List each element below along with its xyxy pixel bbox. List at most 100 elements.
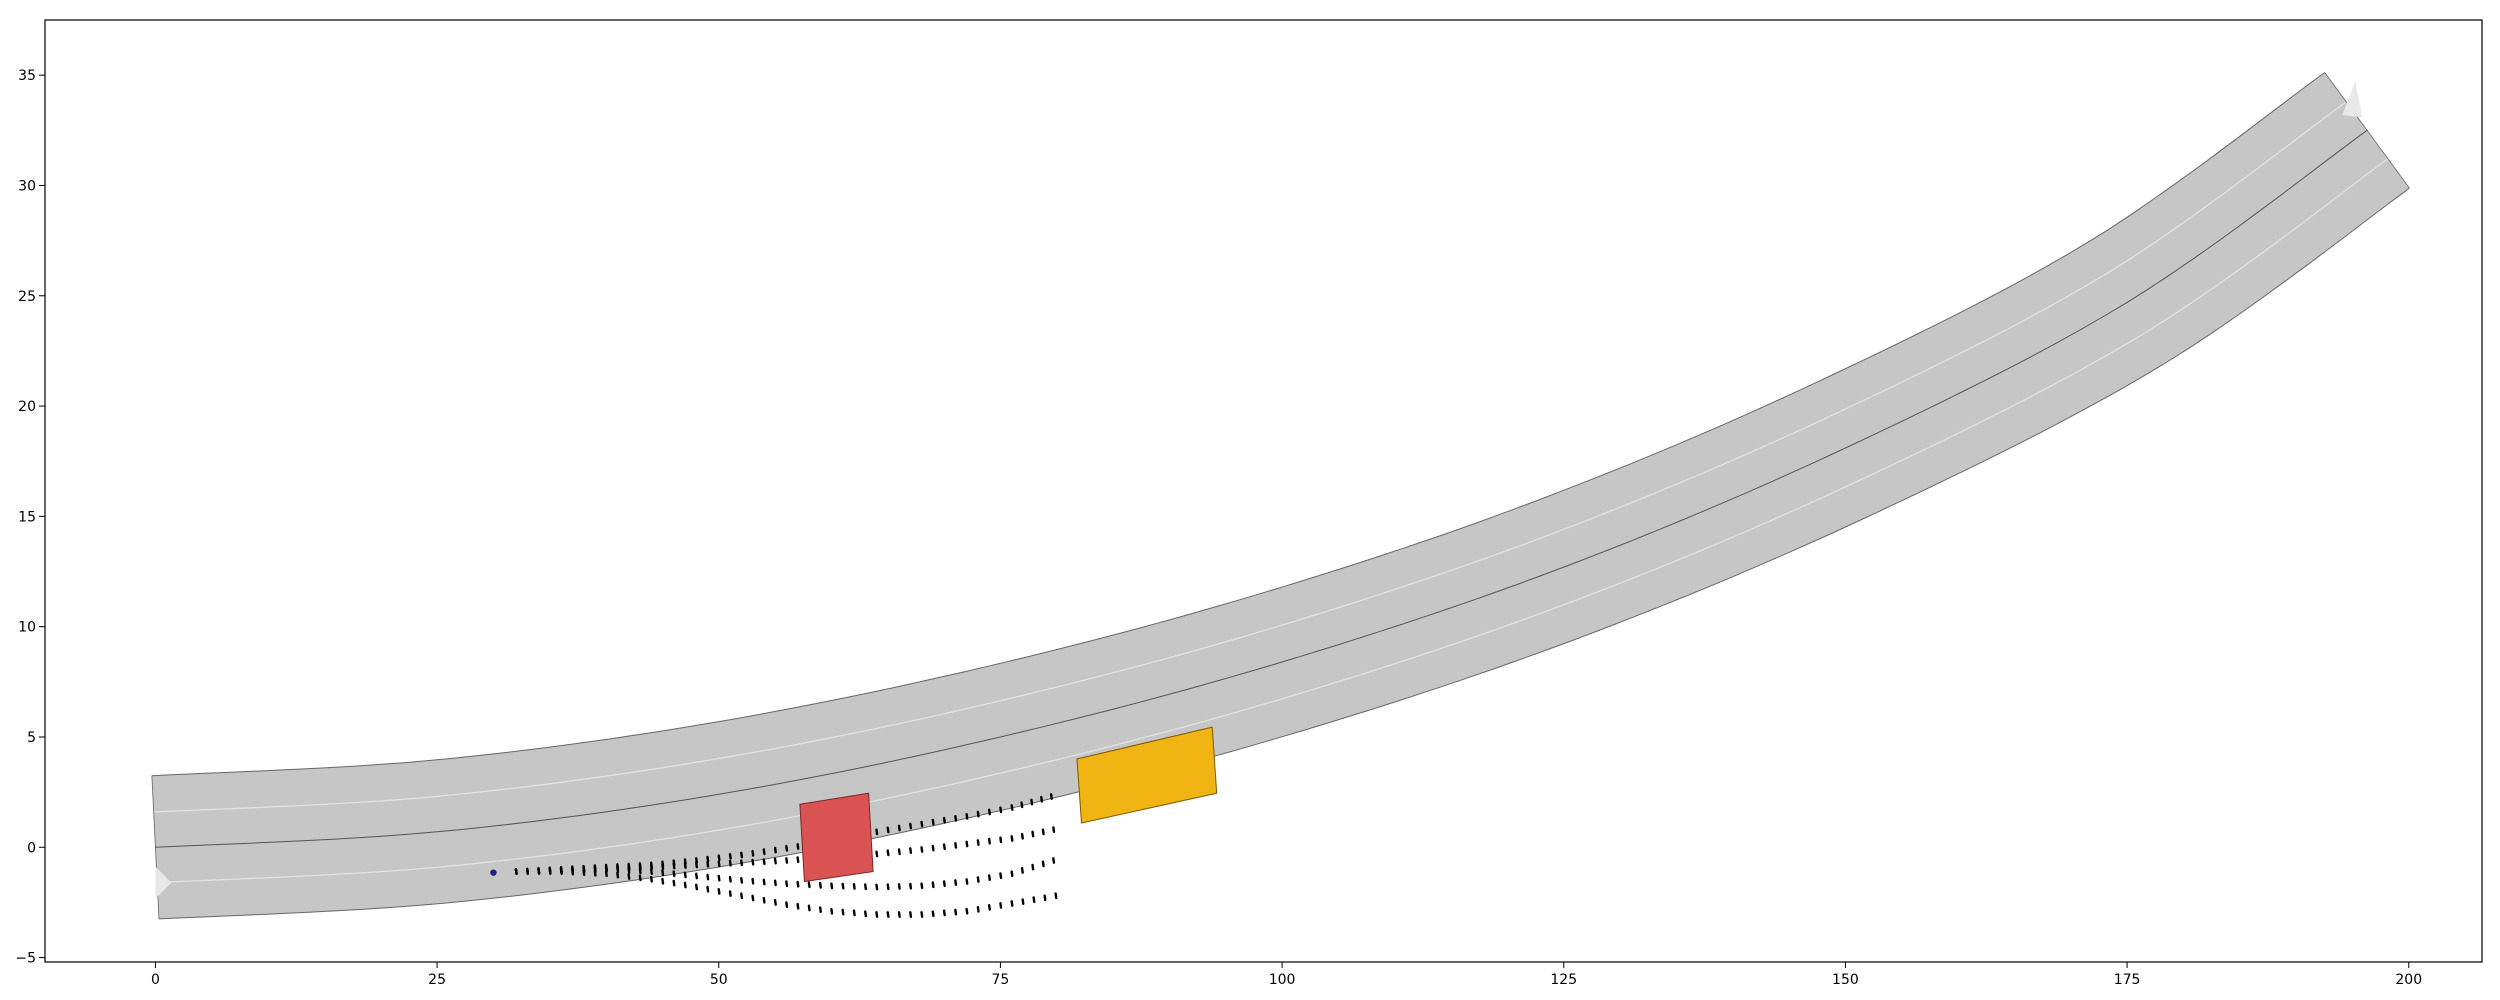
trajectory-point <box>706 855 710 863</box>
x-tick-label: 25 <box>428 972 446 988</box>
trajectory-point <box>976 905 980 913</box>
trajectory-point <box>931 881 935 889</box>
trajectory-point <box>920 820 924 828</box>
trajectory-point <box>920 882 924 890</box>
trajectory-point <box>942 880 946 888</box>
trajectory-point <box>818 906 822 914</box>
trajectory-point <box>807 904 811 912</box>
trajectory-point <box>931 910 935 918</box>
trajectory-point <box>751 858 755 866</box>
trajectory-point <box>875 828 879 836</box>
trajectory-point <box>661 877 665 885</box>
trajectory-point <box>706 873 710 881</box>
trajectory-point <box>909 882 913 890</box>
trajectory-point <box>1043 894 1047 902</box>
obstacle-2 <box>1076 726 1218 824</box>
trajectory-point <box>706 860 710 868</box>
trajectory-point <box>582 869 586 877</box>
end-arrow-icon <box>2342 81 2363 118</box>
trajectory-point <box>987 808 991 816</box>
trajectory-point <box>954 879 958 886</box>
trajectory-point <box>1049 793 1053 800</box>
y-tick-label: 20 <box>18 399 36 415</box>
trajectory-point <box>965 812 969 820</box>
trajectory-point <box>537 868 541 875</box>
trajectory-point <box>897 911 901 918</box>
trajectory-point <box>514 868 518 875</box>
x-tick-label: 125 <box>1550 972 1577 988</box>
trajectory-point <box>661 863 665 870</box>
trajectory-point <box>886 883 890 891</box>
y-tick-label: 15 <box>18 509 36 525</box>
y-tick-label: 5 <box>27 730 36 746</box>
trajectory-point <box>999 836 1003 844</box>
x-tick-label: 200 <box>2395 972 2422 988</box>
trajectory-point <box>897 848 901 856</box>
trajectory-point <box>1010 870 1014 878</box>
trajectory-point <box>796 843 800 850</box>
trajectory-point <box>661 869 665 877</box>
trajectory-point <box>773 857 777 865</box>
trajectory-point <box>1021 898 1025 906</box>
trajectory-3 <box>514 857 1056 891</box>
trajectory-point <box>987 903 991 911</box>
trajectory-point <box>999 872 1003 880</box>
trajectory-point <box>672 862 676 870</box>
trajectory-point <box>695 872 699 880</box>
trajectory-point <box>638 874 642 882</box>
trajectory-point <box>1052 857 1056 864</box>
trajectory-point <box>909 911 913 918</box>
trajectory-point <box>864 910 868 918</box>
trajectory-point <box>942 843 946 851</box>
trajectory-point <box>942 816 946 824</box>
y-tick-label: 0 <box>27 840 36 856</box>
trajectory-point <box>965 840 969 848</box>
trajectory-point <box>638 867 642 875</box>
trajectory-point <box>954 814 958 822</box>
trajectory-point <box>740 859 744 867</box>
trajectory-point <box>683 862 687 869</box>
trajectory-point <box>785 880 789 888</box>
trajectory-point <box>571 868 575 876</box>
trajectory-point <box>796 856 800 864</box>
trajectory-point <box>897 824 901 832</box>
ego-start-point <box>490 869 497 876</box>
trajectory-point <box>1020 801 1024 809</box>
trajectory-point <box>683 881 687 889</box>
trajectory-point <box>1041 828 1045 836</box>
road-center-line <box>155 129 2368 848</box>
trajectory-point <box>897 883 901 890</box>
trajectory-point <box>1031 863 1035 871</box>
trajectory-point <box>762 896 766 904</box>
trajectory-point <box>942 909 946 917</box>
trajectory-point <box>762 858 766 866</box>
trajectory-point <box>672 870 676 878</box>
trajectory-point <box>954 841 958 849</box>
trajectory-point <box>976 876 980 883</box>
x-tick-label: 100 <box>1269 972 1296 988</box>
trajectory-point <box>649 875 653 883</box>
trajectory-point <box>807 881 811 889</box>
trajectory-point <box>886 911 890 918</box>
trajectory-point <box>909 822 913 830</box>
trajectory-point <box>526 868 530 875</box>
trajectory-point <box>1020 832 1024 840</box>
trajectory-point <box>1031 830 1035 838</box>
trajectory-point <box>695 861 699 869</box>
road-layer <box>151 72 2410 920</box>
trajectory-point <box>616 866 620 874</box>
trajectory-point <box>796 880 800 888</box>
trajectory-point <box>717 888 721 895</box>
trajectory-point <box>717 854 721 862</box>
trajectory-point <box>548 868 552 875</box>
trajectory-point <box>728 875 732 883</box>
trajectory-point <box>728 859 732 867</box>
y-axis: −5 0 5 10 15 20 25 30 35 <box>15 68 45 967</box>
trajectory-point <box>909 847 913 854</box>
trajectory-point <box>931 844 935 852</box>
trajectory-point <box>999 806 1003 814</box>
y-tick-label: 25 <box>18 289 36 305</box>
trajectory-point <box>762 878 766 886</box>
y-tick-label: 30 <box>18 178 36 194</box>
trajectory-point <box>875 850 879 858</box>
